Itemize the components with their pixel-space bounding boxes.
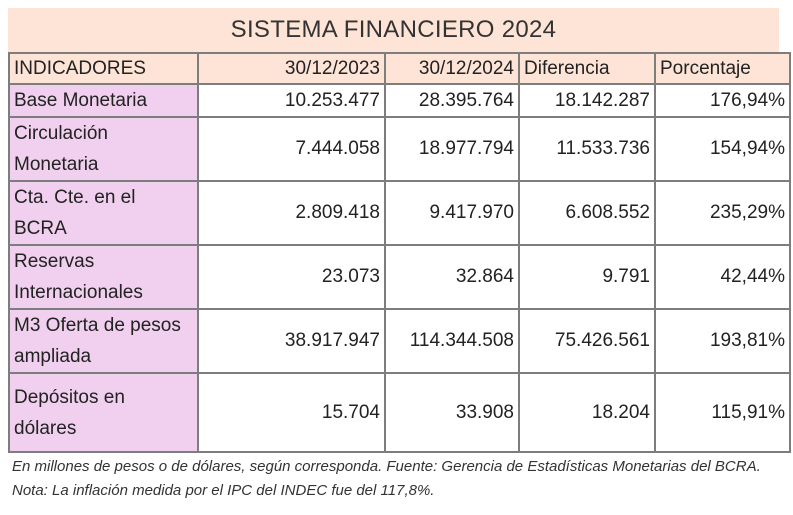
indicator-label: Cta. Cte. en el BCRA [14, 187, 136, 239]
value-2023: 15.704 [197, 372, 386, 453]
indicator-cell: Depósitos en dólares [8, 372, 199, 453]
value-diferencia: 9.791 [518, 244, 656, 310]
indicator-label: Base Monetaria [14, 90, 148, 111]
value-porcentaje: 42,44% [654, 244, 791, 310]
table-title: SISTEMA FINANCIERO 2024 [8, 8, 779, 52]
value-porcentaje: 193,81% [654, 308, 791, 374]
value-porcentaje: 235,29% [654, 180, 791, 246]
value-2024: 33.908 [384, 372, 520, 453]
value-2023: 2.809.418 [197, 180, 386, 246]
header-row: INDICADORES 30/12/2023 30/12/2024 Difere… [8, 52, 791, 85]
table-row: Circulación Monetaria 7.444.058 18.977.7… [8, 116, 791, 182]
table-row: Base Monetaria 10.253.477 28.395.764 18.… [8, 83, 791, 118]
value-diferencia: 75.426.561 [518, 308, 656, 374]
value-2023: 10.253.477 [197, 83, 386, 118]
value-porcentaje: 154,94% [654, 116, 791, 182]
header-indicadores: INDICADORES [8, 52, 199, 85]
value-porcentaje: 176,94% [654, 83, 791, 118]
header-date-2023: 30/12/2023 [197, 52, 386, 85]
indicator-label: Reservas Internacionales [14, 251, 143, 303]
value-2024: 18.977.794 [384, 116, 520, 182]
value-2023: 23.073 [197, 244, 386, 310]
table-row: Reservas Internacionales 23.073 32.864 9… [8, 244, 791, 310]
indicator-label: M3 Oferta de pesos ampliada [14, 315, 181, 367]
table-row: M3 Oferta de pesos ampliada 38.917.947 1… [8, 308, 791, 374]
financial-table: INDICADORES 30/12/2023 30/12/2024 Difere… [8, 52, 791, 453]
indicator-cell: Reservas Internacionales [8, 244, 199, 310]
value-2023: 38.917.947 [197, 308, 386, 374]
value-diferencia: 6.608.552 [518, 180, 656, 246]
value-2023: 7.444.058 [197, 116, 386, 182]
indicator-label: Depósitos en dólares [14, 386, 125, 439]
header-porcentaje: Porcentaje [654, 52, 791, 85]
header-date-2024: 30/12/2024 [384, 52, 520, 85]
indicator-cell: Circulación Monetaria [8, 116, 199, 182]
financial-table-container: SISTEMA FINANCIERO 2024 INDICADORES 30/1… [8, 8, 791, 453]
value-2024: 32.864 [384, 244, 520, 310]
indicator-cell: Cta. Cte. en el BCRA [8, 180, 199, 246]
indicator-cell: Base Monetaria [8, 83, 199, 118]
table-row: Cta. Cte. en el BCRA 2.809.418 9.417.970… [8, 180, 791, 246]
value-diferencia: 18.204 [518, 372, 656, 453]
footnote: En millones de pesos o de dólares, según… [12, 458, 761, 499]
value-2024: 28.395.764 [384, 83, 520, 118]
value-diferencia: 11.533.736 [518, 116, 656, 182]
header-diferencia: Diferencia [518, 52, 656, 85]
value-porcentaje: 115,91% [654, 372, 791, 453]
table-row: Depósitos en dólares 15.704 33.908 18.20… [8, 372, 791, 453]
value-diferencia: 18.142.287 [518, 83, 656, 118]
value-2024: 9.417.970 [384, 180, 520, 246]
indicator-label: Circulación Monetaria [14, 123, 108, 175]
indicator-cell: M3 Oferta de pesos ampliada [8, 308, 199, 374]
value-2024: 114.344.508 [384, 308, 520, 374]
